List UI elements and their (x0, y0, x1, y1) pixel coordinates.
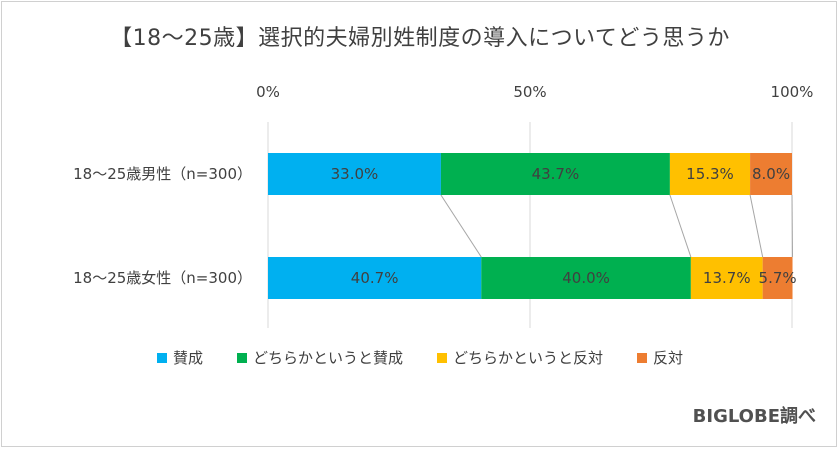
data-label: 33.0% (331, 165, 379, 183)
data-label: 15.3% (686, 165, 734, 183)
legend-item: 賛成 (156, 347, 203, 368)
data-label: 40.7% (351, 269, 399, 287)
legend-swatch (156, 352, 167, 363)
data-label: 43.7% (532, 165, 580, 183)
bar-segment (750, 153, 792, 195)
bar-segment (268, 153, 441, 195)
data-label: 8.0% (752, 165, 790, 183)
legend-label: 賛成 (172, 349, 203, 367)
bar-segment (440, 153, 670, 195)
series-connector-line (440, 194, 482, 258)
bar-segment (690, 257, 763, 299)
data-label: 5.7% (759, 269, 797, 287)
x-tick-label: 100% (771, 83, 814, 101)
legend-swatch (637, 352, 648, 363)
bar-segment (762, 257, 793, 299)
bar-segment (268, 257, 482, 299)
series-connector-line (791, 194, 794, 258)
x-tick-label: 50% (513, 83, 546, 101)
category-label: 18～25歳女性（n=300） (73, 269, 252, 287)
series-connector-line (669, 194, 692, 258)
series-connector-line (749, 194, 764, 258)
legend-label: どちらかというと賛成 (252, 349, 403, 367)
legend-item: どちらかというと反対 (437, 347, 603, 368)
legend-label: 反対 (653, 349, 684, 367)
legend-item: 反対 (637, 347, 683, 368)
category-label: 18～25歳男性（n=300） (73, 165, 252, 183)
chart-legend: 賛成 どちらかというと賛成 どちらかというと反対 反対 (0, 347, 840, 368)
bar-segment (481, 257, 691, 299)
source-credit: BIGLOBE調べ (692, 406, 816, 427)
chart-title: 【18～25歳】選択的夫婦別姓制度の導入についてどう思うか (110, 26, 730, 51)
legend-swatch (236, 352, 247, 363)
bar-segment (669, 153, 751, 195)
data-label: 40.0% (562, 269, 610, 287)
legend-swatch (437, 352, 447, 363)
x-tick-label: 0% (256, 83, 280, 101)
legend-label: どちらかというと反対 (453, 349, 604, 367)
data-label: 13.7% (703, 269, 751, 287)
legend-item: どちらかというと賛成 (236, 347, 403, 368)
